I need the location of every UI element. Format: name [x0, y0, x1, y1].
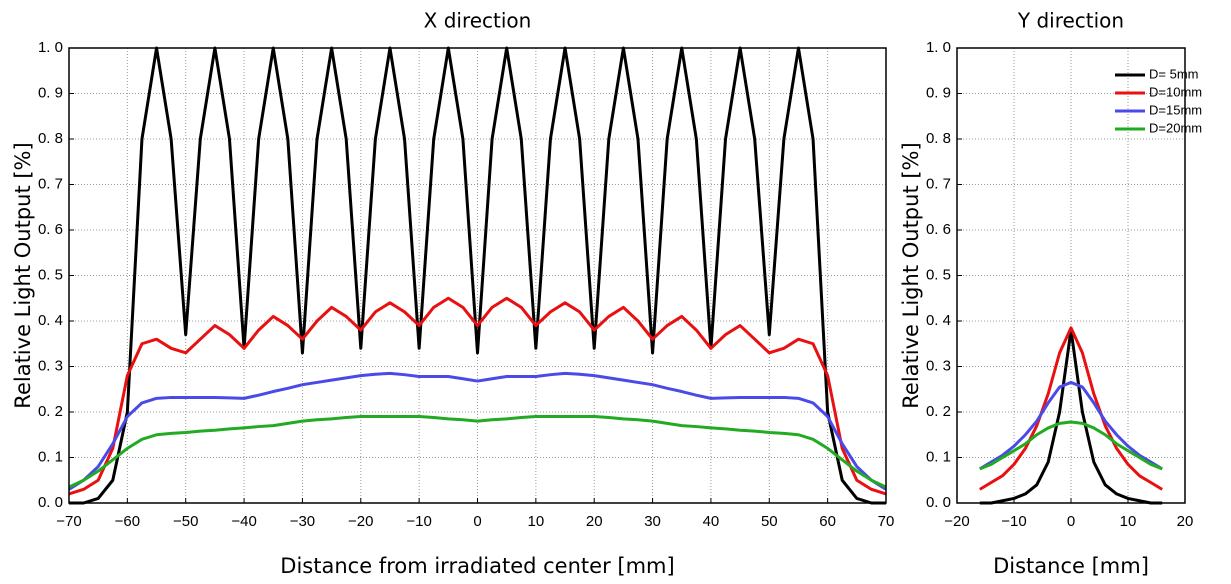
y-tick-label: 0. 7: [926, 175, 951, 192]
x-tick-label: 0: [473, 513, 481, 530]
x-axis-label: Distance from irradiated center [mm]: [280, 554, 674, 578]
y-tick-label: 0. 3: [38, 357, 63, 374]
y-tick-label: 0. 2: [926, 403, 951, 420]
y-tick-label: 0. 2: [38, 403, 63, 420]
x-tick-label: −10: [1001, 513, 1026, 530]
y-tick-label: 0. 9: [926, 84, 951, 101]
y-tick-label: 0. 9: [38, 84, 63, 101]
series-line: [979, 420, 1163, 471]
y-tick-label: 0. 3: [926, 357, 951, 374]
x-tick-label: −30: [290, 513, 315, 530]
y-axis-label: Relative Light Output [%]: [899, 142, 923, 408]
legend-label: D=15mm: [1149, 102, 1202, 117]
y-tick-label: 0. 1: [38, 448, 63, 465]
y-tick-label: 0. 8: [926, 130, 951, 147]
x-tick-label: 50: [761, 513, 778, 530]
series-line: [979, 380, 1163, 471]
legend-label: D=10mm: [1149, 84, 1202, 99]
x-tick-label: 30: [644, 513, 661, 530]
y-tick-label: 0. 4: [38, 312, 63, 329]
legend-label: D= 5mm: [1149, 66, 1198, 81]
series-line: [979, 326, 1163, 491]
y-tick-label: 0. 6: [926, 221, 951, 238]
y-tick-label: 0. 6: [38, 221, 63, 238]
y-tick-label: 0. 5: [38, 266, 63, 283]
plot-frame: [68, 47, 887, 504]
x-tick-label: −50: [173, 513, 198, 530]
y-tick-label: 0. 0: [38, 494, 63, 511]
y-tick-label: 1. 0: [38, 39, 63, 56]
x-tick-label: 10: [1120, 513, 1137, 530]
y-tick-label: 1. 0: [926, 39, 951, 56]
x-tick-label: −20: [944, 513, 969, 530]
legend-label: D=20mm: [1149, 120, 1202, 135]
y-tick-label: 0. 8: [38, 130, 63, 147]
x-tick-label: 20: [1177, 513, 1194, 530]
chart-title: Y direction: [1017, 9, 1124, 33]
y-axis-label: Relative Light Output [%]: [11, 142, 35, 408]
series-line: [69, 46, 886, 505]
plot-frame: [956, 47, 1186, 504]
x-tick-label: 0: [1067, 513, 1075, 530]
x-tick-label: 20: [586, 513, 603, 530]
y-tick-label: 0. 1: [926, 448, 951, 465]
x-tick-label: −40: [231, 513, 256, 530]
x-tick-label: 70: [878, 513, 895, 530]
x-tick-label: 60: [819, 513, 836, 530]
x-tick-label: −10: [406, 513, 431, 530]
series-line: [68, 415, 887, 489]
x-tick-label: −70: [56, 513, 81, 530]
x-tick-label: −20: [348, 513, 373, 530]
y-tick-label: 0. 7: [38, 175, 63, 192]
y-tick-label: 0. 5: [926, 266, 951, 283]
chart-title: X direction: [424, 9, 532, 33]
y-tick-label: 0. 4: [926, 312, 951, 329]
x-axis-label: Distance [mm]: [993, 554, 1149, 578]
x-tick-label: 40: [703, 513, 720, 530]
y-tick-label: 0. 0: [926, 494, 951, 511]
x-tick-label: −60: [115, 513, 140, 530]
x-tick-label: 10: [528, 513, 545, 530]
series-line: [68, 371, 887, 491]
series-line: [68, 296, 887, 496]
